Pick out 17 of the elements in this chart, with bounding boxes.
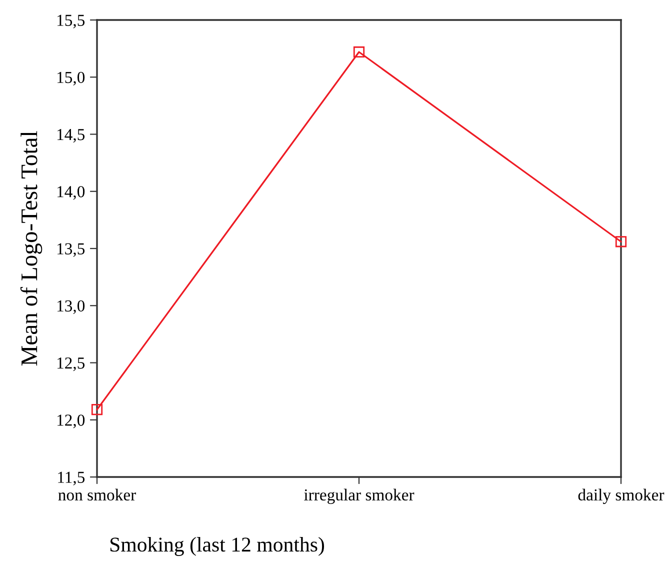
- point: [353, 46, 365, 58]
- y-tick-label: 11,5: [58, 472, 85, 486]
- x-axis-title: Smoking (last 12 months): [110, 537, 324, 556]
- y-tick-label: 15,0: [57, 72, 85, 86]
- point: [615, 236, 627, 248]
- y-tick-label: 15,5: [57, 14, 85, 28]
- y-tick-label: 13,0: [57, 300, 85, 314]
- y-tick-label: 12,0: [57, 414, 85, 428]
- y-axis-title: Mean of Logo-Test Total: [20, 131, 42, 366]
- point: [91, 404, 103, 416]
- y-tick-label: 14,0: [57, 186, 85, 200]
- y-tick-label: 14,5: [57, 129, 85, 143]
- y-tick-label: 13,5: [57, 243, 85, 257]
- x-tick-label: irregular smoker: [304, 488, 414, 504]
- y-tick-label: 12,5: [57, 357, 85, 372]
- x-tick-label: daily smoker: [578, 488, 664, 504]
- x-tick-label: non smoker: [58, 488, 136, 501]
